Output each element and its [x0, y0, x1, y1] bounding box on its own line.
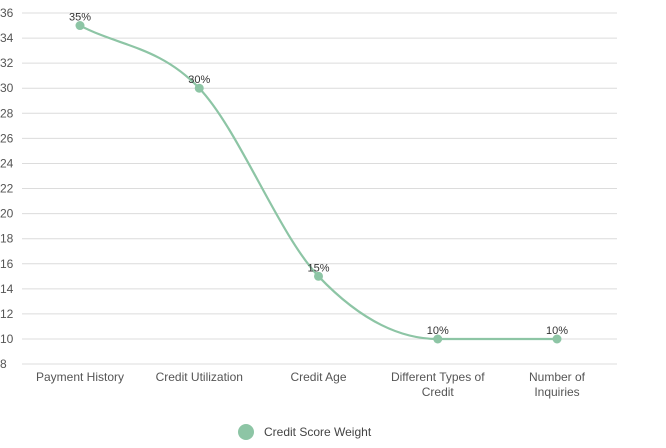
y-tick-label: 30	[0, 81, 14, 95]
data-points	[75, 21, 562, 344]
series-credit-score-weight	[79, 24, 557, 341]
data-point[interactable]	[194, 83, 204, 93]
y-tick-label: 12	[0, 307, 14, 321]
x-tick-label: Credit Age	[290, 370, 346, 384]
x-tick-label: Different Types of Credit	[391, 370, 485, 399]
y-tick-label: 28	[0, 106, 14, 120]
x-tick-label: Number of Inquiries	[529, 370, 586, 399]
y-tick-label: 16	[0, 257, 14, 271]
y-tick-label: 32	[0, 56, 14, 70]
legend-swatch	[238, 424, 254, 440]
data-labels: 35% 30% 15% 10% 10%	[69, 12, 568, 337]
y-tick-label: 20	[0, 207, 14, 221]
y-tick-label: 8	[0, 357, 7, 371]
legend[interactable]: Credit Score Weight	[238, 423, 371, 441]
data-label: 30%	[188, 74, 210, 86]
y-tick-label: 10	[0, 332, 14, 346]
y-tick-label: 14	[0, 282, 14, 296]
x-tick-label: Payment History	[36, 370, 124, 384]
x-tick-label: Credit Utilization	[156, 370, 243, 384]
data-label: 15%	[307, 262, 329, 274]
y-tick-label: 26	[0, 131, 14, 145]
data-label: 10%	[546, 325, 568, 337]
data-point[interactable]	[552, 334, 562, 344]
y-tick-label: 36	[0, 6, 14, 20]
data-point[interactable]	[314, 271, 323, 281]
y-tick-label: 22	[0, 182, 14, 196]
data-label: 10%	[427, 325, 449, 337]
y-axis-ticks: 8 10 12 14 16 18 20 22 24 26 28 30 32 34 36	[0, 6, 14, 371]
y-tick-label: 18	[0, 232, 14, 246]
data-point[interactable]	[75, 21, 85, 31]
legend-label: Credit Score Weight	[264, 425, 372, 439]
y-tick-label: 24	[0, 156, 14, 170]
data-label: 35%	[69, 12, 91, 24]
data-point[interactable]	[433, 334, 443, 344]
x-axis-ticks: Payment History Credit Utilization Credit …	[36, 370, 586, 399]
series-line	[79, 24, 557, 341]
gridlines	[22, 12, 617, 365]
y-tick-label: 34	[0, 31, 14, 45]
